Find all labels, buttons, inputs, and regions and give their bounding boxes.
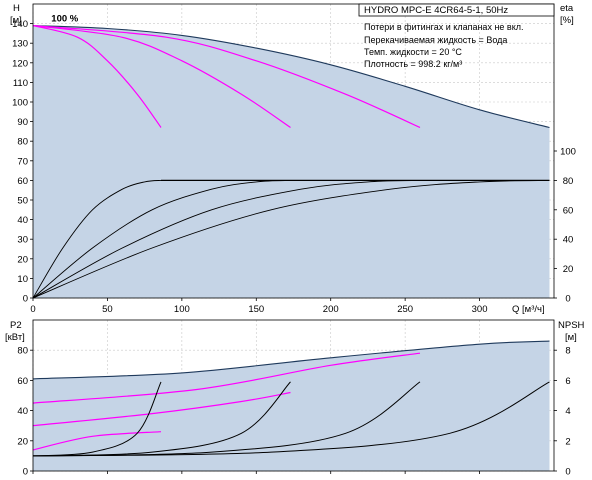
npsh-axis-unit: [м] <box>565 332 577 343</box>
power-x-ticks <box>32 471 480 474</box>
efficiency-curve <box>32 179 291 299</box>
y-tick-label: 90 <box>17 117 28 128</box>
power-curve <box>32 431 162 451</box>
power-plot-frame <box>32 319 555 472</box>
power-npsh-panel: 0 20 40 60 80 0 2 4 6 8 P2 [кВт] NPSH [м] <box>5 319 585 478</box>
y-tick-label-right: 80 <box>563 176 574 187</box>
y-tick-label: 10 <box>17 274 28 285</box>
head-plot-area <box>32 25 550 299</box>
y-tick-label: 50 <box>17 196 28 207</box>
x-tick-label: 250 <box>397 304 413 315</box>
y-tick-label-right: 20 <box>563 264 574 275</box>
y-tick-label: 100 <box>12 98 28 109</box>
x-tick-label: 150 <box>248 304 264 315</box>
power-axis-unit: [кВт] <box>5 332 25 343</box>
note-density: Плотность = 998.2 кг/м³ <box>364 59 462 69</box>
eta-axis-label: eta <box>560 3 574 14</box>
power-axis-label: P2 <box>10 320 22 331</box>
x-tick-label: 200 <box>323 304 339 315</box>
npsh-axis-label: NPSH <box>558 320 585 331</box>
head-y-ticks: 0 10 20 30 40 50 60 70 80 90 100 110 120 130 140 <box>12 19 33 305</box>
y-tick-label-right: 60 <box>563 205 574 216</box>
note-liquid: Перекачиваемая жидкость = Вода <box>364 35 507 45</box>
head-speed-curve <box>32 25 291 128</box>
note-fittings: Потери в фитингах и клапанах не вкл. <box>364 22 524 32</box>
chart-title-box <box>358 3 555 17</box>
x-tick-label: 0 <box>30 304 35 315</box>
y-tick-label-right: 100 <box>560 147 576 158</box>
x-tick-label: 100 <box>174 304 190 315</box>
y-tick-label: 20 <box>17 254 28 265</box>
y-tick-label: 70 <box>17 156 28 167</box>
eta-y-ticks: 0 20 40 60 80 100 <box>554 147 576 305</box>
y-tick-label: 80 <box>17 137 28 148</box>
head-axis-unit: [м] <box>10 15 22 26</box>
head-speed-curve <box>32 25 421 129</box>
power-y-ticks: 0 20 40 60 80 <box>17 346 33 478</box>
y-tick-label-right: 6 <box>565 376 570 387</box>
y-tick-label: 80 <box>17 346 28 357</box>
operating-envelope-area <box>33 25 550 298</box>
y-tick-label: 40 <box>17 406 28 417</box>
envelope-curve <box>32 25 550 129</box>
y-tick-label: 0 <box>23 467 28 478</box>
y-tick-label: 120 <box>12 58 28 69</box>
y-tick-label: 40 <box>17 215 28 226</box>
y-tick-label-right: 8 <box>565 346 570 357</box>
y-tick-label-right: 2 <box>565 436 570 447</box>
head-efficiency-panel: 0 10 20 30 40 50 60 70 80 90 100 110 120 130 140 0 20 40… <box>10 3 576 315</box>
head-axis-label: H <box>13 3 20 14</box>
x-tick-label: 50 <box>102 304 113 315</box>
y-tick-label-right: 4 <box>565 406 570 417</box>
npsh-y-ticks: 0 2 4 6 8 <box>554 346 571 478</box>
efficiency-curve <box>32 179 550 299</box>
full-speed-annotation: 100 % <box>51 14 78 25</box>
y-tick-label: 130 <box>12 39 28 50</box>
chart-title: HYDRO MPC-E 4CR64-5-1, 50Hz <box>364 5 508 16</box>
efficiency-curve <box>32 179 421 299</box>
npsh-curve <box>32 381 550 457</box>
power-plot-area <box>32 340 550 471</box>
eta-axis-unit: [%] <box>560 15 574 26</box>
note-temperature: Темп. жидкости = 20 °C <box>364 47 462 57</box>
flow-axis-label: Q [м³/ч] <box>512 304 545 315</box>
y-tick-label: 140 <box>12 19 28 30</box>
head-speed-curve <box>32 25 162 128</box>
efficiency-curve <box>32 179 162 299</box>
power-curve <box>32 352 421 404</box>
y-tick-label: 110 <box>13 78 28 89</box>
y-tick-label: 0 <box>23 294 28 305</box>
flow-x-ticks: 0 50 100 150 200 250 300 <box>30 298 488 315</box>
x-tick-label: 300 <box>472 304 488 315</box>
y-tick-label-right: 0 <box>565 294 570 305</box>
operating-envelope-area <box>33 341 550 471</box>
envelope-curve <box>32 340 550 380</box>
y-tick-label-right: 0 <box>565 467 570 478</box>
power-curve <box>32 391 291 427</box>
y-tick-label: 60 <box>17 376 28 387</box>
y-tick-label: 30 <box>17 235 28 246</box>
y-tick-label: 60 <box>17 176 28 187</box>
y-tick-label-right: 40 <box>563 235 574 246</box>
y-tick-label: 20 <box>17 436 28 447</box>
